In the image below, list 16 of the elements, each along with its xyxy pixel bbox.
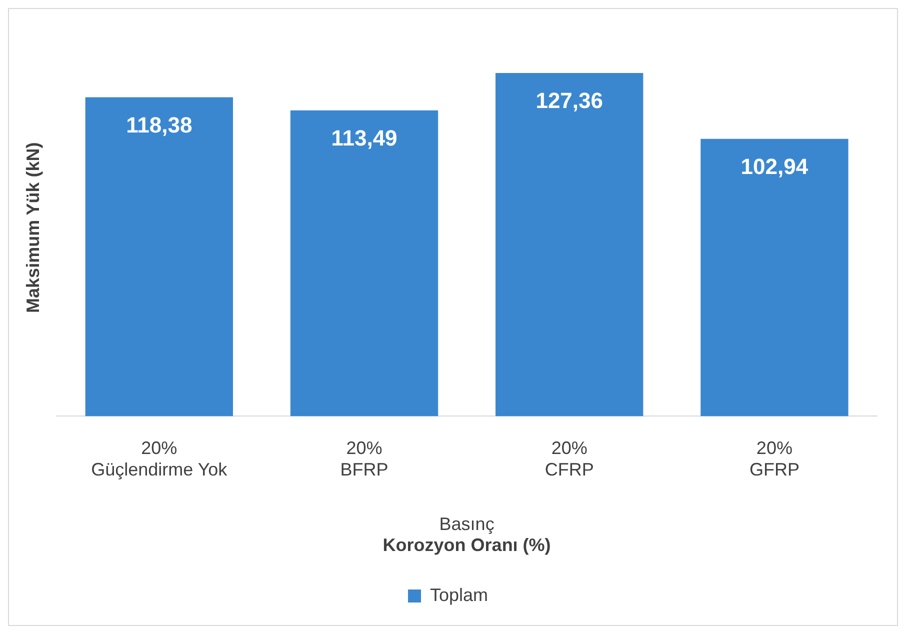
bar bbox=[496, 73, 644, 416]
legend-label: Toplam bbox=[430, 584, 488, 605]
text: Basınç bbox=[439, 514, 494, 534]
bar bbox=[290, 110, 438, 416]
bar bbox=[85, 97, 233, 416]
x-tick-label: 20% CFRP bbox=[544, 438, 594, 480]
data-label: 113,49 bbox=[331, 125, 398, 150]
x-tick-label: 20% GFRP bbox=[749, 438, 800, 480]
data-label: 118,38 bbox=[126, 112, 192, 138]
x-tick-label: 20% BFRP bbox=[340, 438, 388, 480]
data-label: 127,36 bbox=[536, 88, 603, 114]
bar bbox=[700, 138, 848, 416]
y-axis-title: Maksimum Yük (kN) bbox=[22, 142, 43, 313]
x-tick-label: 20% Güçlendirme Yok bbox=[91, 438, 228, 480]
x-axis-title: Korozyon Oranı (%) bbox=[382, 535, 551, 556]
data-label: 102,94 bbox=[740, 154, 809, 179]
